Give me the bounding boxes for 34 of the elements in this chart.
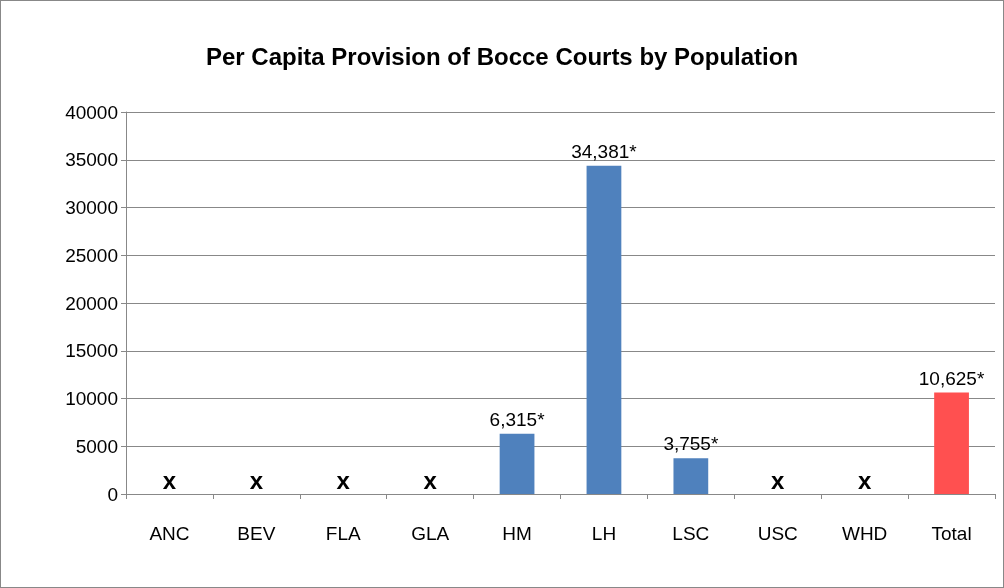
y-tick-label: 35000 (65, 149, 118, 171)
x-tick-label: HM (502, 523, 532, 544)
y-tick-label: 40000 (65, 101, 118, 123)
x-tick-label: LH (591, 523, 617, 544)
text: x (423, 466, 437, 494)
data-label: 6,315* (489, 408, 546, 430)
x-tick-label: GLA (411, 523, 450, 544)
y-tick-label: 20000 (65, 292, 118, 314)
data-label: 34,381* (571, 140, 638, 162)
text: x (771, 466, 785, 494)
x-tick-label: USC (757, 523, 798, 544)
x-tick-label: BEV (237, 523, 276, 544)
x-tick-label: FLA (325, 523, 361, 544)
y-tick-label: 0 (107, 483, 118, 505)
data-label: 10,625* (918, 367, 985, 389)
y-tick-label: 25000 (65, 244, 118, 266)
x-tick-label: ANC (149, 523, 190, 544)
y-tick-label: 15000 (65, 340, 118, 362)
data-label: 3,755* (663, 433, 719, 455)
y-tick-label: 5000 (75, 435, 118, 457)
x-tick-label: WHD (841, 523, 888, 544)
bar (673, 458, 709, 494)
x-tick-label: LSC (672, 523, 710, 544)
bar (499, 433, 535, 494)
bar (934, 392, 969, 494)
y-tick-label: 30000 (65, 197, 118, 218)
text: x (857, 466, 872, 494)
text: x (162, 466, 177, 494)
y-tick-label: 10000 (65, 388, 118, 409)
text: x (336, 466, 350, 494)
text: x (249, 466, 264, 494)
x-tick-label: Total (931, 523, 972, 544)
chart-title: Per Capita Provision of Bocce Courts by Population (205, 42, 799, 70)
bar (586, 165, 622, 494)
